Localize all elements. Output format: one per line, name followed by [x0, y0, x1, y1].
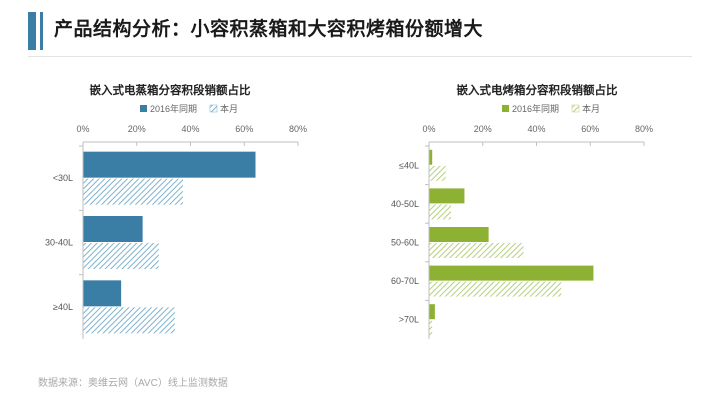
bar-prior-3: [83, 280, 122, 307]
bar-current-5: [429, 320, 433, 336]
x-tick-label: 20%: [474, 124, 492, 134]
x-tick-label: 40%: [527, 124, 545, 134]
legend-swatch-2: [571, 104, 580, 113]
page-title: 产品结构分析：小容积蒸箱和大容积烤箱份额增大: [54, 19, 484, 40]
bar-prior-5: [429, 304, 435, 320]
bar-current-3: [429, 243, 524, 258]
bar-current-2: [83, 243, 159, 269]
bar-current-1: [83, 178, 183, 205]
x-tick-label: 0%: [422, 124, 435, 134]
bar-prior-4: [429, 265, 594, 281]
legend-label-2: 本月: [220, 103, 238, 114]
bar-prior-3: [429, 227, 489, 242]
data-source-note: 数据来源：奥维云网（AVC）线上监测数据: [38, 378, 228, 389]
x-tick-label: 80%: [289, 124, 307, 134]
legend-label-2: 本月: [582, 103, 600, 114]
x-tick-label: 60%: [235, 124, 253, 134]
legend-label-1: 2016年同期: [512, 103, 559, 114]
category-label: <30L: [53, 173, 73, 183]
category-label: ≥40L: [53, 302, 73, 312]
chart-title: 嵌入式电蒸箱分容积段销额占比: [90, 83, 251, 97]
chart-title: 嵌入式电烤箱分容积段销额占比: [457, 83, 618, 97]
category-label: >70L: [399, 315, 419, 325]
legend-swatch-1: [140, 105, 147, 112]
title-accent-bar: [28, 12, 36, 50]
chart-1: 嵌入式电蒸箱分容积段销额占比 2016年同期 本月 0% 20% 40% 60% 80% <30…: [45, 83, 307, 339]
x-tick-label: 0%: [76, 124, 89, 134]
bar-current-1: [429, 165, 446, 181]
bar-current-4: [429, 281, 562, 297]
category-label: 60-70L: [391, 276, 419, 286]
x-tick-label: 80%: [635, 124, 653, 134]
bar-prior-2: [429, 188, 465, 204]
title-divider: [28, 56, 692, 57]
x-tick-label: 60%: [581, 124, 599, 134]
title-accent-bar-thin: [40, 12, 43, 50]
legend-swatch-1: [502, 105, 509, 112]
category-label: 30-40L: [45, 238, 73, 248]
x-tick-label: 40%: [181, 124, 199, 134]
chart-2: 嵌入式电烤箱分容积段销额占比 2016年同期 本月 0% 20% 40% 60% 80% ≤40…: [391, 83, 653, 339]
bar-prior-1: [83, 151, 256, 178]
bar-current-2: [429, 204, 451, 220]
x-tick-label: 20%: [128, 124, 146, 134]
legend-swatch-2: [209, 104, 218, 113]
bar-current-3: [83, 307, 175, 334]
category-label: ≤40L: [399, 160, 419, 170]
bar-prior-1: [429, 149, 433, 165]
legend-label-1: 2016年同期: [150, 103, 197, 114]
bar-prior-2: [83, 216, 143, 242]
category-label: 40-50L: [391, 199, 419, 209]
category-label: 50-60L: [391, 238, 419, 248]
